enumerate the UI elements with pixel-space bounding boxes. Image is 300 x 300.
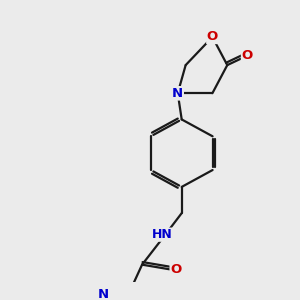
Text: N: N: [172, 87, 183, 100]
Text: O: O: [242, 49, 253, 62]
Text: N: N: [172, 87, 183, 100]
Text: O: O: [170, 263, 182, 276]
Text: HN: HN: [152, 228, 172, 241]
Text: N: N: [98, 288, 109, 300]
Text: O: O: [207, 31, 218, 44]
